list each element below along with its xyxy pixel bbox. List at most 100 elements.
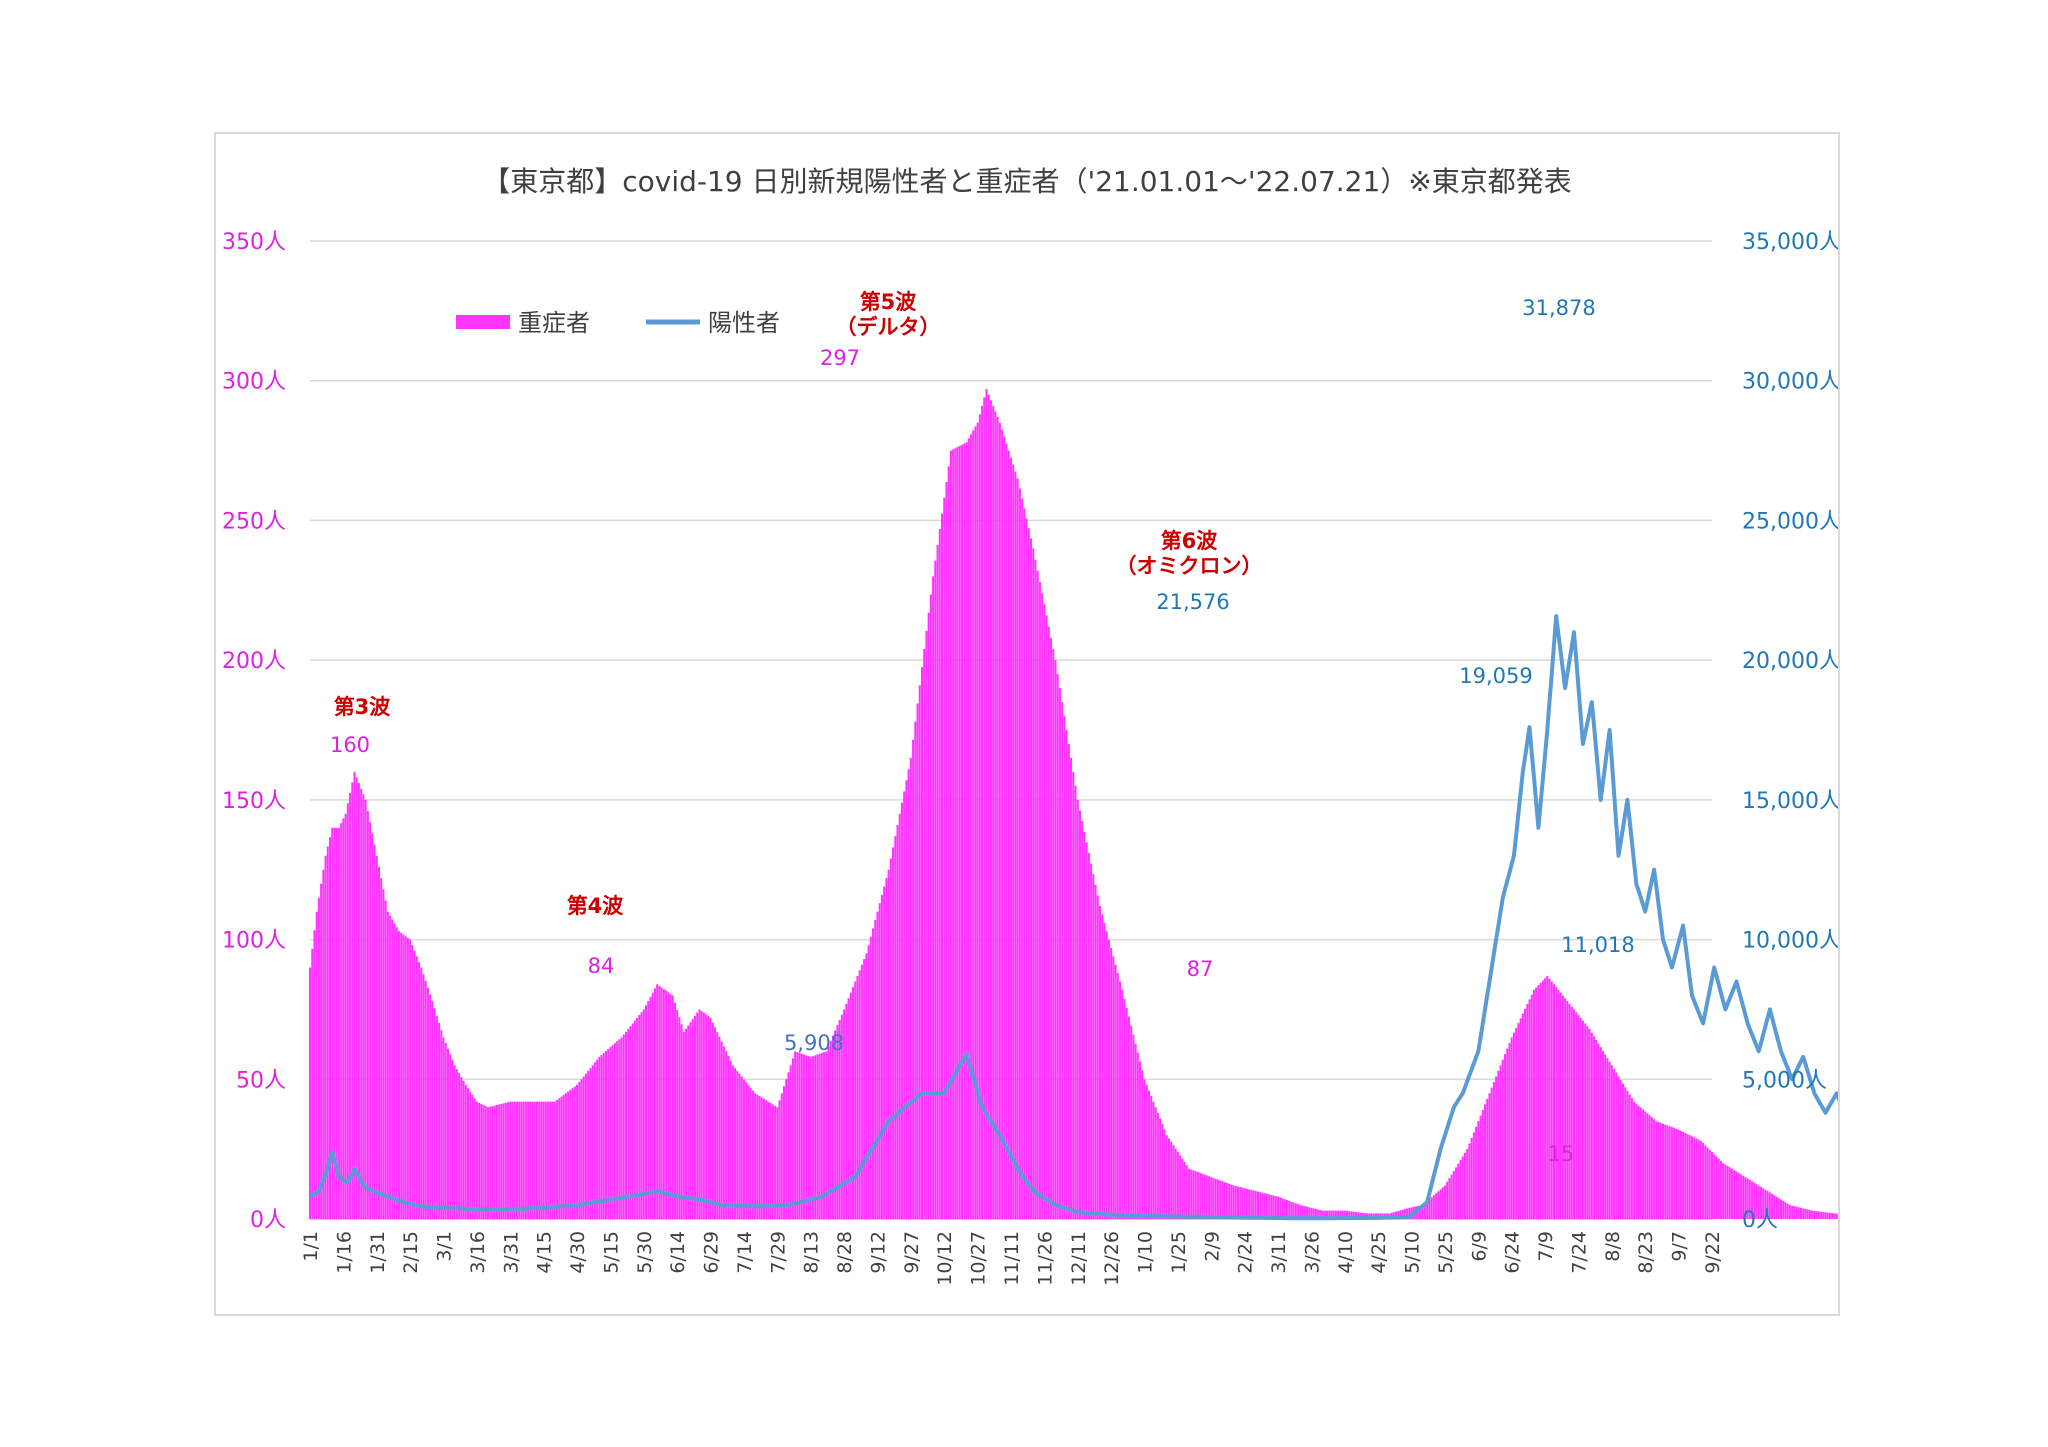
bar xyxy=(1746,1178,1749,1219)
bar xyxy=(622,1034,625,1219)
bar xyxy=(1515,1027,1518,1219)
bar xyxy=(851,987,854,1219)
bar xyxy=(1210,1177,1213,1219)
bar xyxy=(996,417,999,1219)
bar xyxy=(1150,1096,1153,1219)
bar xyxy=(1230,1184,1233,1219)
bar xyxy=(1793,1206,1796,1219)
bar xyxy=(1250,1189,1253,1219)
bar xyxy=(351,782,354,1219)
bar xyxy=(1635,1103,1638,1219)
bar xyxy=(689,1022,692,1219)
bar xyxy=(1697,1139,1700,1219)
bar xyxy=(1294,1203,1297,1219)
bar xyxy=(364,799,367,1219)
bar xyxy=(983,397,986,1220)
bar xyxy=(1063,716,1066,1219)
x-tick-label: 9/22 xyxy=(1702,1231,1724,1274)
bar xyxy=(1546,975,1549,1219)
bar xyxy=(1670,1127,1673,1219)
bar xyxy=(1317,1209,1320,1219)
bar xyxy=(455,1069,458,1219)
bar xyxy=(1214,1178,1217,1219)
x-tick-label: 9/7 xyxy=(1669,1231,1691,1262)
bar xyxy=(1196,1172,1199,1219)
bar xyxy=(344,813,347,1219)
x-tick-label: 5/10 xyxy=(1402,1231,1424,1274)
bar xyxy=(1334,1210,1337,1219)
bar xyxy=(1132,1034,1135,1219)
bar xyxy=(941,513,944,1219)
bar xyxy=(1047,626,1050,1219)
bar xyxy=(1724,1164,1727,1219)
bar xyxy=(1061,702,1064,1219)
bar xyxy=(974,426,977,1220)
bar xyxy=(836,1025,839,1219)
bar xyxy=(1773,1195,1776,1219)
bar xyxy=(1056,674,1059,1219)
bar xyxy=(807,1056,810,1219)
bar xyxy=(1021,498,1024,1219)
bar xyxy=(1036,570,1039,1219)
bar xyxy=(880,894,883,1219)
bar xyxy=(687,1025,690,1219)
bar xyxy=(1684,1132,1687,1219)
annotation-label: 第4波 xyxy=(567,894,625,918)
bar xyxy=(1252,1190,1255,1219)
left-tick-label: 250人 xyxy=(222,509,286,534)
bar xyxy=(1099,906,1102,1219)
bar xyxy=(1673,1127,1676,1219)
bar xyxy=(1181,1158,1184,1219)
bar xyxy=(1626,1090,1629,1219)
bar xyxy=(1490,1087,1493,1219)
bar xyxy=(460,1077,463,1219)
bar xyxy=(981,405,984,1219)
bar xyxy=(1717,1158,1720,1219)
bar xyxy=(716,1032,719,1219)
bar xyxy=(765,1100,768,1219)
bar xyxy=(1497,1070,1500,1219)
bar xyxy=(1025,518,1028,1219)
bar xyxy=(1739,1174,1742,1219)
bar xyxy=(1352,1211,1355,1219)
bar xyxy=(1517,1023,1520,1219)
bar xyxy=(1488,1093,1491,1219)
bar xyxy=(1577,1015,1580,1219)
bar xyxy=(1161,1123,1164,1219)
annotation-label: 160 xyxy=(330,733,370,757)
bar xyxy=(1183,1161,1186,1219)
bar xyxy=(1185,1165,1188,1219)
bar xyxy=(1308,1207,1311,1219)
legend-label: 陽性者 xyxy=(708,309,780,337)
bar xyxy=(682,1031,685,1219)
bar xyxy=(1290,1201,1293,1219)
x-tick-label: 8/13 xyxy=(801,1231,823,1274)
bar xyxy=(498,1104,501,1219)
bar xyxy=(1417,1205,1420,1219)
bar xyxy=(858,970,861,1219)
x-tick-label: 2/15 xyxy=(400,1231,422,1274)
x-tick-label: 4/25 xyxy=(1368,1231,1390,1274)
bar xyxy=(1406,1208,1409,1219)
bar xyxy=(867,945,870,1219)
bar xyxy=(976,422,979,1220)
bar xyxy=(1310,1207,1313,1219)
bar xyxy=(349,792,352,1219)
bar xyxy=(384,900,387,1219)
bar xyxy=(1305,1206,1308,1219)
annotations: 第3波 160 第4波 84 第5波（デルタ） 297 5,908 第6波（オミクロン） 21,… xyxy=(330,290,1635,1166)
bar xyxy=(495,1104,498,1219)
bar xyxy=(1463,1152,1466,1219)
bar xyxy=(705,1014,708,1219)
bar xyxy=(449,1054,452,1219)
bar xyxy=(1575,1012,1578,1219)
bar xyxy=(943,497,946,1220)
bar xyxy=(1350,1211,1353,1219)
bar xyxy=(1116,973,1119,1219)
bar xyxy=(611,1045,614,1219)
right-axis: 0人 5,000人 10,000人 15,000人 20,000人 25,000人 30,0… xyxy=(1742,230,1838,1233)
bar xyxy=(774,1105,777,1219)
bar xyxy=(854,981,857,1219)
bar xyxy=(1775,1196,1778,1219)
bar xyxy=(1359,1212,1362,1219)
